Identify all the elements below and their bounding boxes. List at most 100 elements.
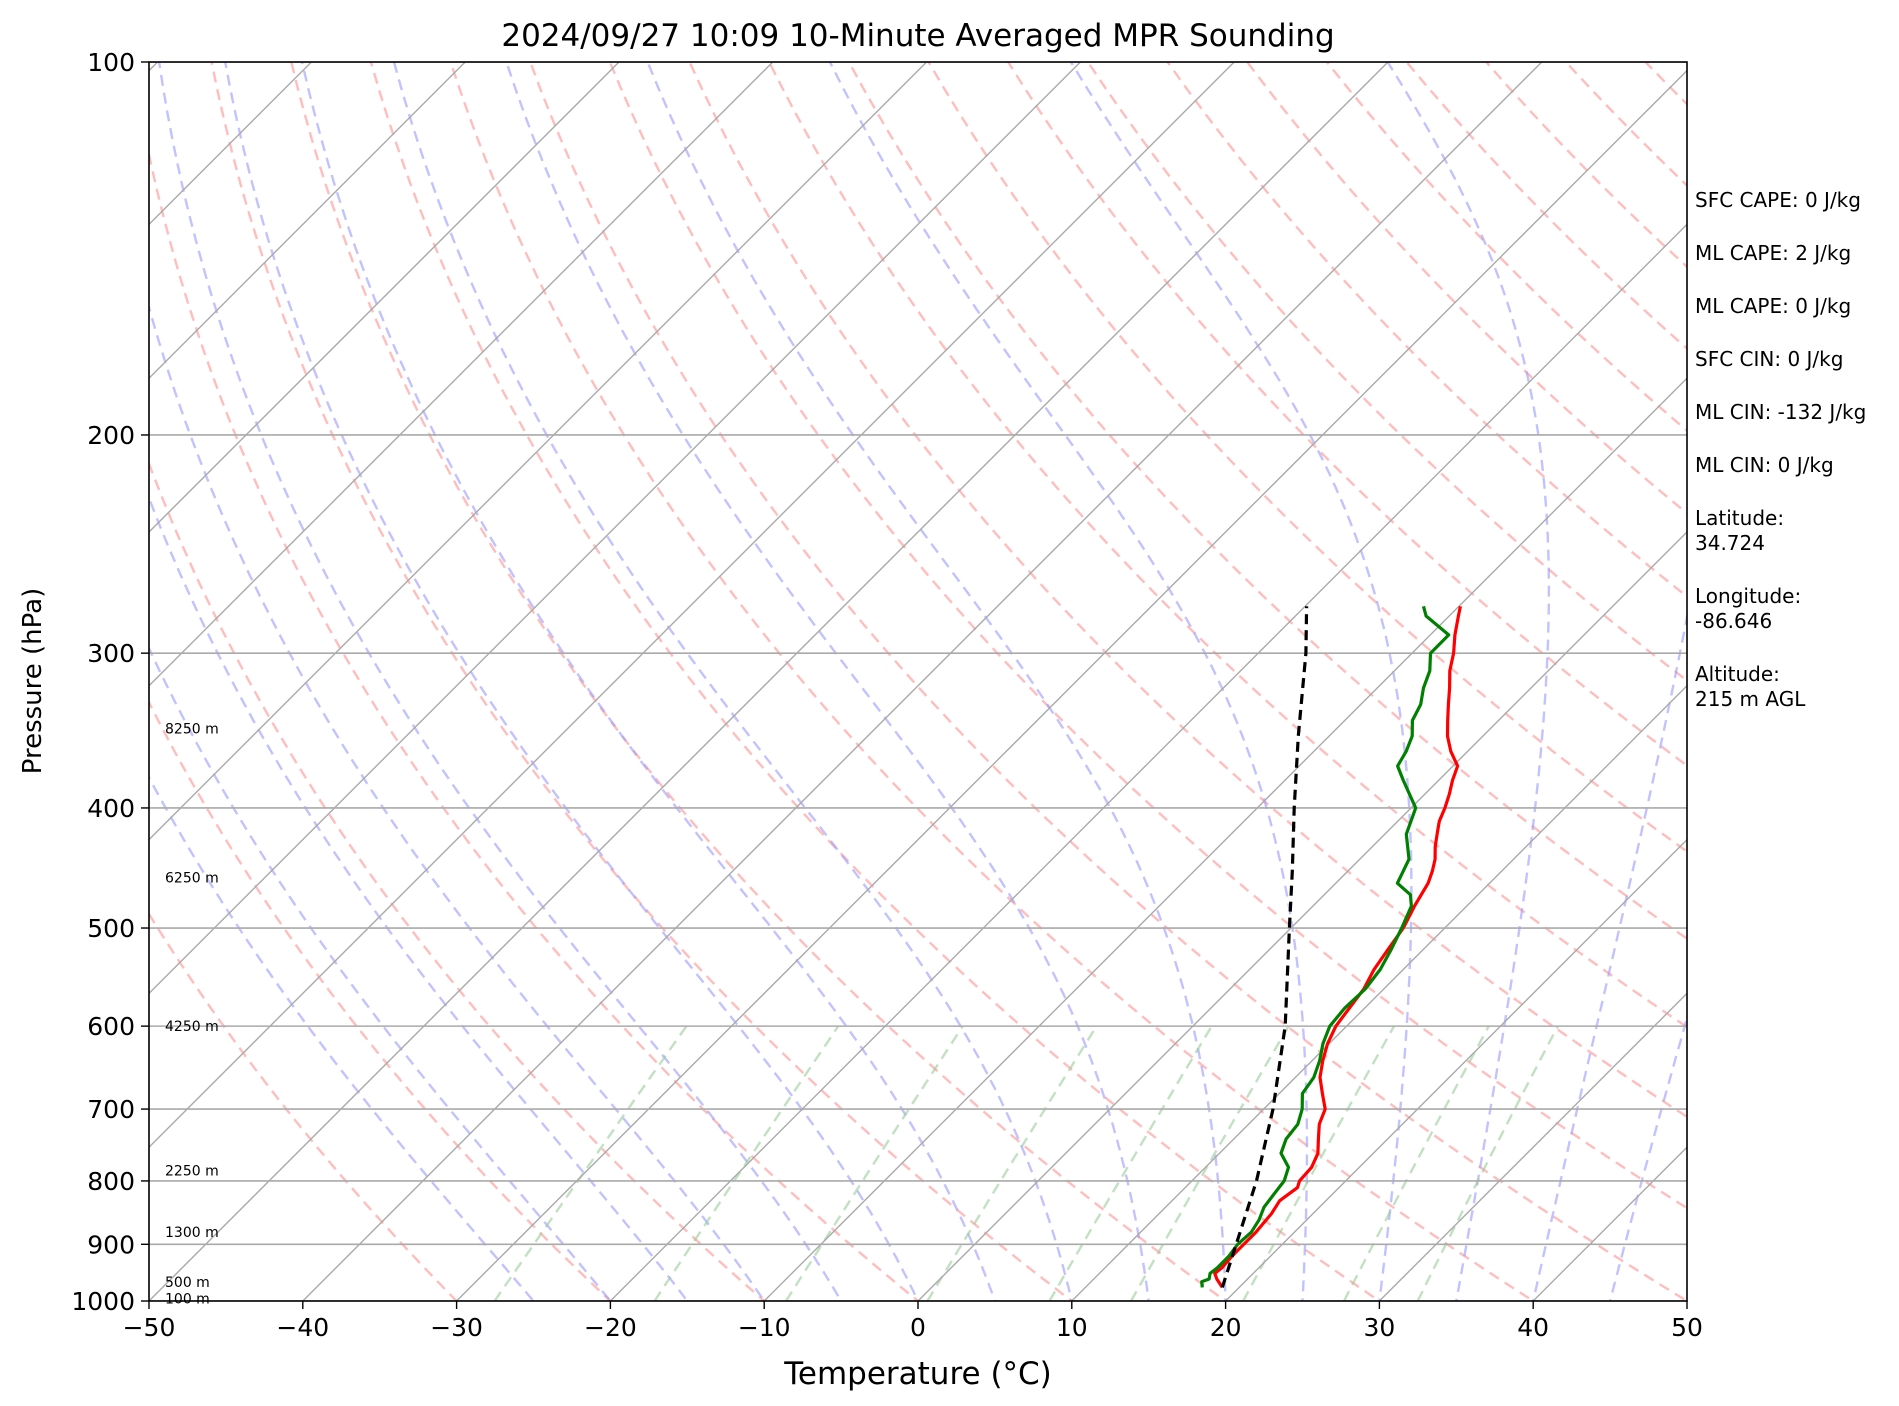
isotherm-line	[149, 62, 1081, 995]
y-tick-label: 1000	[71, 1287, 135, 1316]
x-tick-label: 40	[1517, 1313, 1549, 1342]
mixing-ratio-line	[1048, 1025, 1213, 1301]
y-tick-label: 100	[87, 48, 135, 77]
series-line-0	[1213, 605, 1462, 1289]
height-label: 1300 m	[165, 1225, 219, 1241]
isotherm-line	[302, 62, 1543, 1301]
y-tick-label: 300	[87, 639, 135, 668]
dry-adiabat	[149, 460, 767, 1301]
x-tick-label: −40	[276, 1313, 329, 1342]
moist-adiabat	[149, 494, 689, 1301]
y-axis-label: Pressure (hPa)	[18, 588, 48, 775]
dry-adiabat	[927, 62, 1687, 854]
y-tick-label: 500	[87, 914, 135, 943]
isotherm-line	[149, 62, 466, 380]
moist-adiabat	[828, 62, 1309, 1301]
longitude-value: -86.646	[1695, 609, 1773, 633]
chart-title: 2024/09/27 10:09 10-Minute Averaged MPR …	[501, 18, 1334, 54]
x-tick-label: 0	[910, 1313, 926, 1342]
x-axis: −50 −40 −30 −20 −10 0 10 20 30 40 50	[123, 1301, 1703, 1342]
x-axis-label: Temperature (°C)	[783, 1356, 1052, 1392]
x-tick-label: −30	[430, 1313, 483, 1342]
moist-adiabat	[505, 62, 1150, 1301]
height-label: 2250 m	[165, 1164, 219, 1180]
moist-adiabat	[646, 62, 1227, 1301]
mixing-ratio-line	[653, 1025, 840, 1301]
mixing-ratio-line	[1342, 1025, 1490, 1301]
series-line-2	[1220, 606, 1309, 1288]
dry-adiabat	[1086, 62, 1687, 683]
dry-adiabat	[1166, 62, 1687, 599]
isotherm-line	[456, 69, 1687, 1301]
dry-adiabat	[608, 62, 1687, 1210]
series-layer	[1200, 605, 1462, 1289]
dry-adiabat	[210, 62, 1074, 1301]
y-tick-label: 800	[87, 1167, 135, 1196]
ml-cape-text: ML CAPE: 2 J/kg	[1695, 241, 1852, 265]
y-tick-label: 400	[87, 794, 135, 823]
ml-cape-text-2: ML CAPE: 0 J/kg	[1695, 294, 1852, 318]
ml-cin-text-2: ML CIN: 0 J/kg	[1695, 453, 1834, 477]
isotherm-line	[0, 62, 4, 1301]
dry-adiabat	[529, 62, 1687, 1301]
sounding-info-panel: SFC CAPE: 0 J/kg ML CAPE: 2 J/kg ML CAPE…	[1695, 188, 1895, 740]
moist-adiabat	[1531, 610, 1687, 1301]
height-label: 6250 m	[165, 870, 219, 886]
isobar-grid	[149, 62, 1687, 1301]
isotherm-line	[149, 62, 620, 533]
isotherm-line	[609, 223, 1687, 1301]
dry-adiabat	[369, 62, 1382, 1301]
isotherm-line	[1071, 684, 1687, 1301]
y-tick-label: 900	[87, 1230, 135, 1259]
isotherm-line	[149, 62, 928, 841]
latitude-block: Latitude: 34.724	[1695, 506, 1895, 556]
y-axis: 100 200 300 400 500 600 700 800 900 1000	[71, 48, 149, 1316]
longitude-block: Longitude: -86.646	[1695, 584, 1895, 634]
height-label: 100 m	[165, 1291, 210, 1307]
mixing-ratio-line	[784, 1025, 964, 1301]
x-tick-label: 50	[1671, 1313, 1703, 1342]
x-tick-label: −10	[738, 1313, 791, 1342]
y-tick-label: 200	[87, 421, 135, 450]
dry-adiabat	[767, 62, 1687, 1029]
height-label: 500 m	[165, 1275, 210, 1291]
series-line-1	[1200, 605, 1451, 1288]
latitude-label: Latitude:	[1695, 506, 1785, 530]
x-tick-label: 30	[1363, 1313, 1395, 1342]
mixing-ratio-line	[1130, 1025, 1290, 1301]
isotherm-line	[917, 531, 1687, 1301]
altitude-block: Altitude: 215 m AGL	[1695, 662, 1895, 712]
moist-adiabat	[1069, 62, 1413, 1301]
dry-adiabat	[290, 62, 1228, 1301]
dry-adiabat	[449, 62, 1536, 1301]
dry-adiabat	[149, 148, 920, 1301]
dry-adiabat	[149, 911, 459, 1301]
x-tick-label: −50	[123, 1313, 176, 1342]
moist-adiabat	[1386, 62, 1551, 1301]
plot-frame	[148, 61, 1688, 1302]
moist-adiabat	[223, 62, 920, 1301]
altitude-value: 215 m AGL	[1695, 687, 1806, 711]
height-label: 4250 m	[165, 1019, 219, 1035]
sfc-cin-text: SFC CIN: 0 J/kg	[1695, 347, 1844, 371]
sfc-cape-text: SFC CAPE: 0 J/kg	[1695, 188, 1861, 212]
y-tick-label: 600	[87, 1012, 135, 1041]
isotherm-line	[149, 62, 1389, 1301]
isotherm-line	[1378, 992, 1687, 1301]
mixing-ratio-line	[926, 1025, 1098, 1301]
moist-adiabat	[149, 302, 766, 1301]
altitude-label: Altitude:	[1695, 662, 1780, 686]
height-label: 8250 m	[165, 721, 219, 737]
moist-adiabat	[157, 62, 843, 1301]
x-tick-label: −20	[584, 1313, 637, 1342]
dry-adiabat	[688, 62, 1687, 1119]
mixing-ratio-line	[1416, 1025, 1559, 1301]
dry-adiabat	[149, 699, 613, 1301]
y-tick-label: 700	[87, 1095, 135, 1124]
moist-adiabat	[149, 774, 536, 1301]
ml-cin-text: ML CIN: -132 J/kg	[1695, 400, 1867, 424]
moist-adiabat	[392, 62, 1074, 1301]
mixing-ratio-line	[493, 1025, 688, 1301]
